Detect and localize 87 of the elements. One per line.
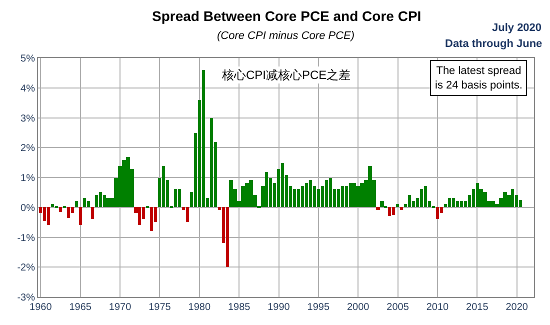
x-tick-label: 1990 (268, 302, 290, 313)
bar (99, 192, 102, 207)
y-tick-label: 5% (20, 54, 36, 64)
x-tick-label: 1980 (188, 302, 211, 313)
bar (297, 189, 300, 207)
annotation: The latest spread is 24 basis points. (435, 65, 522, 92)
text: July 2020 (492, 22, 542, 34)
bar (392, 207, 395, 215)
bar (309, 180, 312, 207)
bar (229, 180, 233, 207)
bar (337, 189, 340, 207)
bar (293, 189, 296, 207)
bar (150, 207, 153, 231)
bar (460, 201, 463, 207)
bar (174, 189, 177, 207)
x-tick-label: 2010 (426, 302, 450, 313)
bar (75, 201, 78, 207)
bar (202, 70, 205, 207)
x-tick-label: 1960 (30, 302, 52, 313)
bar (226, 207, 229, 267)
bar (329, 178, 332, 207)
bar (483, 192, 487, 207)
bar (448, 198, 451, 207)
bar (420, 189, 423, 207)
bar (396, 204, 399, 207)
bar (138, 207, 141, 225)
bar (59, 207, 62, 212)
bar (265, 172, 268, 207)
bar (241, 186, 245, 207)
bar (388, 207, 391, 216)
bar (341, 186, 344, 207)
bar (452, 198, 455, 207)
bar (349, 183, 352, 207)
text: Data through June (445, 38, 542, 50)
x-tick-label: 1975 (148, 302, 172, 313)
bar (91, 207, 94, 219)
y-tick-label: 1% (20, 173, 36, 184)
y-tick-label: -3% (17, 292, 36, 304)
bar (476, 183, 479, 207)
bar (317, 189, 320, 207)
bar (305, 183, 308, 207)
bar (456, 201, 459, 207)
bar (51, 204, 54, 207)
x-tick-label: 2015 (466, 302, 489, 313)
bar (43, 207, 46, 221)
y-tick-label: 4% (20, 83, 36, 94)
bar (424, 186, 427, 207)
x-tick-label: 1985 (228, 302, 251, 313)
bar (103, 195, 106, 207)
bar (400, 207, 403, 210)
x-tick-label: 1965 (69, 302, 92, 313)
bar (281, 163, 284, 207)
bar (249, 180, 253, 207)
bar (87, 201, 90, 207)
y-tick-label: -1% (17, 232, 36, 244)
y-tick-label: 0% (20, 202, 36, 214)
bar (368, 166, 372, 207)
bar (408, 195, 411, 207)
annotation: 核心CPI减核心PCE之差 (221, 68, 351, 82)
bar (503, 192, 507, 207)
bar (83, 198, 86, 207)
bar (186, 207, 189, 222)
x-tick-label: 2000 (346, 302, 370, 313)
bar (67, 207, 70, 218)
bar (210, 118, 213, 207)
bar (162, 166, 165, 207)
x-tick-label: 1995 (307, 302, 330, 313)
bar (95, 195, 98, 207)
bar (491, 201, 495, 207)
bar (345, 186, 348, 207)
chart-title: Spread Between Core PCE and Core CPI (152, 8, 422, 24)
x-tick-label: 2020 (506, 302, 528, 313)
bar (511, 189, 514, 207)
bar (79, 207, 82, 225)
bar (301, 186, 304, 207)
y-tick-label: 2% (20, 143, 36, 154)
bar (325, 180, 328, 207)
x-tick-label: 1970 (108, 302, 132, 313)
x-tick-label: 2005 (386, 302, 410, 313)
bar (380, 201, 384, 207)
bar (376, 207, 380, 210)
bar (47, 207, 50, 225)
bar (178, 189, 181, 207)
y-tick-label: -2% (17, 262, 36, 274)
bar (436, 207, 439, 219)
y-tick-label: 3% (20, 113, 36, 124)
chart-subtitle: (Core CPI minus Core PCE) (217, 30, 355, 42)
